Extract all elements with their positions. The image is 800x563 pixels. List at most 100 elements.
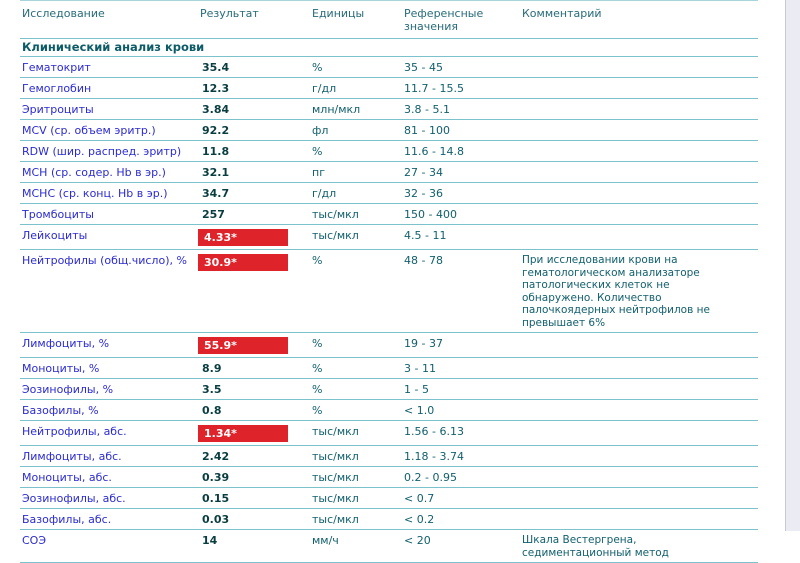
comment — [520, 119, 758, 141]
test-name: Моноциты, абс. — [20, 466, 198, 488]
units: тыс/мкл — [310, 203, 402, 225]
result-cell: 0.15 — [198, 487, 310, 509]
result-cell: 11.8 — [198, 140, 310, 162]
comment — [520, 77, 758, 99]
result-cell: 3.84 — [198, 98, 310, 120]
units: млн/мкл — [310, 98, 402, 120]
test-name: Эозинофилы, % — [20, 378, 198, 400]
result-value: 32.1 — [202, 166, 230, 179]
comment — [520, 357, 758, 379]
result-value: 0.8 — [202, 404, 222, 417]
units: % — [310, 378, 402, 400]
result-cell: 8.9 — [198, 357, 310, 379]
comment — [520, 420, 758, 446]
comment — [520, 140, 758, 162]
result-value: 2.42 — [202, 450, 230, 463]
lab-results-table: Исследование Результат Единицы Референсн… — [20, 2, 758, 563]
test-name: СОЭ — [20, 529, 198, 563]
comment: При исследовании крови на гематологическ… — [520, 249, 758, 333]
comment — [520, 56, 758, 78]
result-cell: 34.7 — [198, 182, 310, 204]
reference-range: < 0.2 — [402, 508, 520, 530]
table-row: Лейкоциты 4.33* тыс/мкл 4.5 - 11 — [20, 224, 758, 250]
result-value: 35.4 — [202, 61, 230, 74]
units: % — [310, 249, 402, 333]
result-cell: 12.3 — [198, 77, 310, 99]
result-value: 92.2 — [202, 124, 230, 137]
units: тыс/мкл — [310, 445, 402, 467]
result-value: 0.15 — [202, 492, 230, 505]
comment — [520, 332, 758, 358]
result-value: 14 — [202, 534, 218, 547]
comment — [520, 487, 758, 509]
section-row: Клинический анализ крови — [20, 38, 758, 57]
result-cell: 1.34* — [198, 420, 310, 446]
test-name: Гематокрит — [20, 56, 198, 78]
test-name: Базофилы, абс. — [20, 508, 198, 530]
units: г/дл — [310, 77, 402, 99]
table-row: RDW (шир. распред. эритр) 11.8% 11.6 - 14.… — [20, 140, 758, 162]
test-name: Эозинофилы, абс. — [20, 487, 198, 509]
result-cell: 14 — [198, 529, 310, 563]
reference-range: 48 - 78 — [402, 249, 520, 333]
reference-range: 4.5 - 11 — [402, 224, 520, 250]
table-row: MCHC (ср. конц. Hb в эр.) 34.7 г/дл 32 - 36 — [20, 182, 758, 204]
table-row: Нейтрофилы, абс. 1.34* тыс/мкл 1.56 - 6.13 — [20, 420, 758, 446]
abnormal-result-badge: 30.9* — [198, 254, 288, 271]
comment — [520, 98, 758, 120]
page-edge — [785, 0, 800, 531]
comment — [520, 182, 758, 204]
test-name: Эритроциты — [20, 98, 198, 120]
table-header: Исследование Результат Единицы Референсн… — [20, 2, 758, 39]
test-name: Лейкоциты — [20, 224, 198, 250]
table-row: Базофилы, абс. 0.03 тыс/мкл < 0.2 — [20, 508, 758, 530]
test-name: Нейтрофилы (общ.число), % — [20, 249, 198, 333]
result-value: 3.84 — [202, 103, 230, 116]
test-name: MCV (ср. объем эритр.) — [20, 119, 198, 141]
reference-range: < 20 — [402, 529, 520, 563]
units: пг — [310, 161, 402, 183]
reference-range: 0.2 - 0.95 — [402, 466, 520, 488]
comment — [520, 378, 758, 400]
comment — [520, 161, 758, 183]
comment — [520, 203, 758, 225]
units: % — [310, 399, 402, 421]
table-row: Эозинофилы, абс. 0.15 тыс/мкл < 0.7 — [20, 487, 758, 509]
reference-range: 11.7 - 15.5 — [402, 77, 520, 99]
test-name: Лимфоциты, абс. — [20, 445, 198, 467]
units: тыс/мкл — [310, 224, 402, 250]
test-name: Базофилы, % — [20, 399, 198, 421]
units: % — [310, 56, 402, 78]
result-value: 3.5 — [202, 383, 222, 396]
table-row: Гемоглобин 12.3 г/дл 11.7 - 15.5 — [20, 77, 758, 99]
units: тыс/мкл — [310, 487, 402, 509]
test-name: Лимфоциты, % — [20, 332, 198, 358]
result-cell: 257 — [198, 203, 310, 225]
result-cell: 0.8 — [198, 399, 310, 421]
result-cell: 32.1 — [198, 161, 310, 183]
test-name: RDW (шир. распред. эритр) — [20, 140, 198, 162]
result-cell: 3.5 — [198, 378, 310, 400]
reference-range: 11.6 - 14.8 — [402, 140, 520, 162]
table-row: Лимфоциты, абс. 2.42 тыс/мкл 1.18 - 3.74 — [20, 445, 758, 467]
result-cell: 0.39 — [198, 466, 310, 488]
table-row: Эозинофилы, % 3.5% 1 - 5 — [20, 378, 758, 400]
table-row: Моноциты, % 8.9% 3 - 11 — [20, 357, 758, 379]
column-header-result: Результат — [198, 2, 310, 39]
result-value: 0.39 — [202, 471, 230, 484]
result-value: 34.7 — [202, 187, 230, 200]
header-row: Исследование Результат Единицы Референсн… — [20, 2, 758, 39]
comment — [520, 445, 758, 467]
column-header-comment: Комментарий — [520, 2, 758, 39]
table-row: СОЭ 14 мм/ч < 20 Шкала Вестергрена, седимент… — [20, 529, 758, 563]
reference-range: 81 - 100 — [402, 119, 520, 141]
units: % — [310, 357, 402, 379]
table-row: MCV (ср. объем эритр.) 92.2 фл 81 - 100 — [20, 119, 758, 141]
test-name: Гемоглобин — [20, 77, 198, 99]
result-cell: 55.9* — [198, 332, 310, 358]
units: фл — [310, 119, 402, 141]
result-cell: 2.42 — [198, 445, 310, 467]
table-row: Эритроциты 3.84 млн/мкл 3.8 - 5.1 — [20, 98, 758, 120]
units: тыс/мкл — [310, 466, 402, 488]
table-row: MCH (ср. содер. Hb в эр.) 32.1 пг 27 - 34 — [20, 161, 758, 183]
